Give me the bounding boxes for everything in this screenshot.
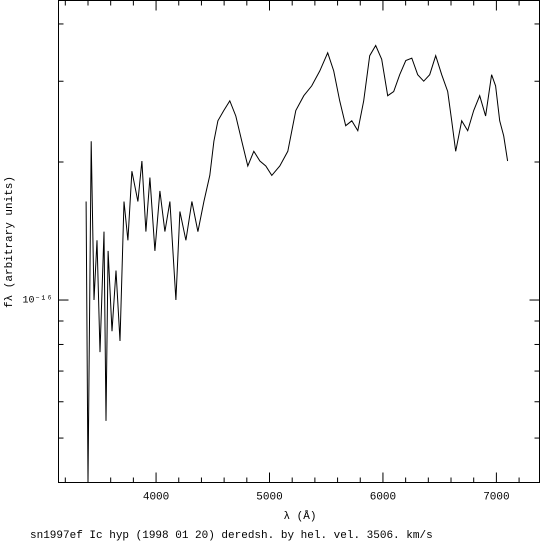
x-axis-label: λ (Å) (283, 510, 316, 523)
plot-frame (58, 0, 540, 483)
x-tick-label: 4000 (143, 491, 169, 503)
x-tick-label: 7000 (483, 491, 509, 503)
spectrum-line (85, 44, 509, 483)
caption: sn1997ef Ic hyp (1998 01 20) deredsh. by… (30, 530, 433, 542)
x-tick-label: 6000 (370, 491, 396, 503)
x-tick-label: 5000 (256, 491, 282, 503)
y-axis-label: fλ (arbitrary units) (4, 176, 16, 308)
y-tick-label: 10⁻¹⁶ (22, 296, 52, 307)
